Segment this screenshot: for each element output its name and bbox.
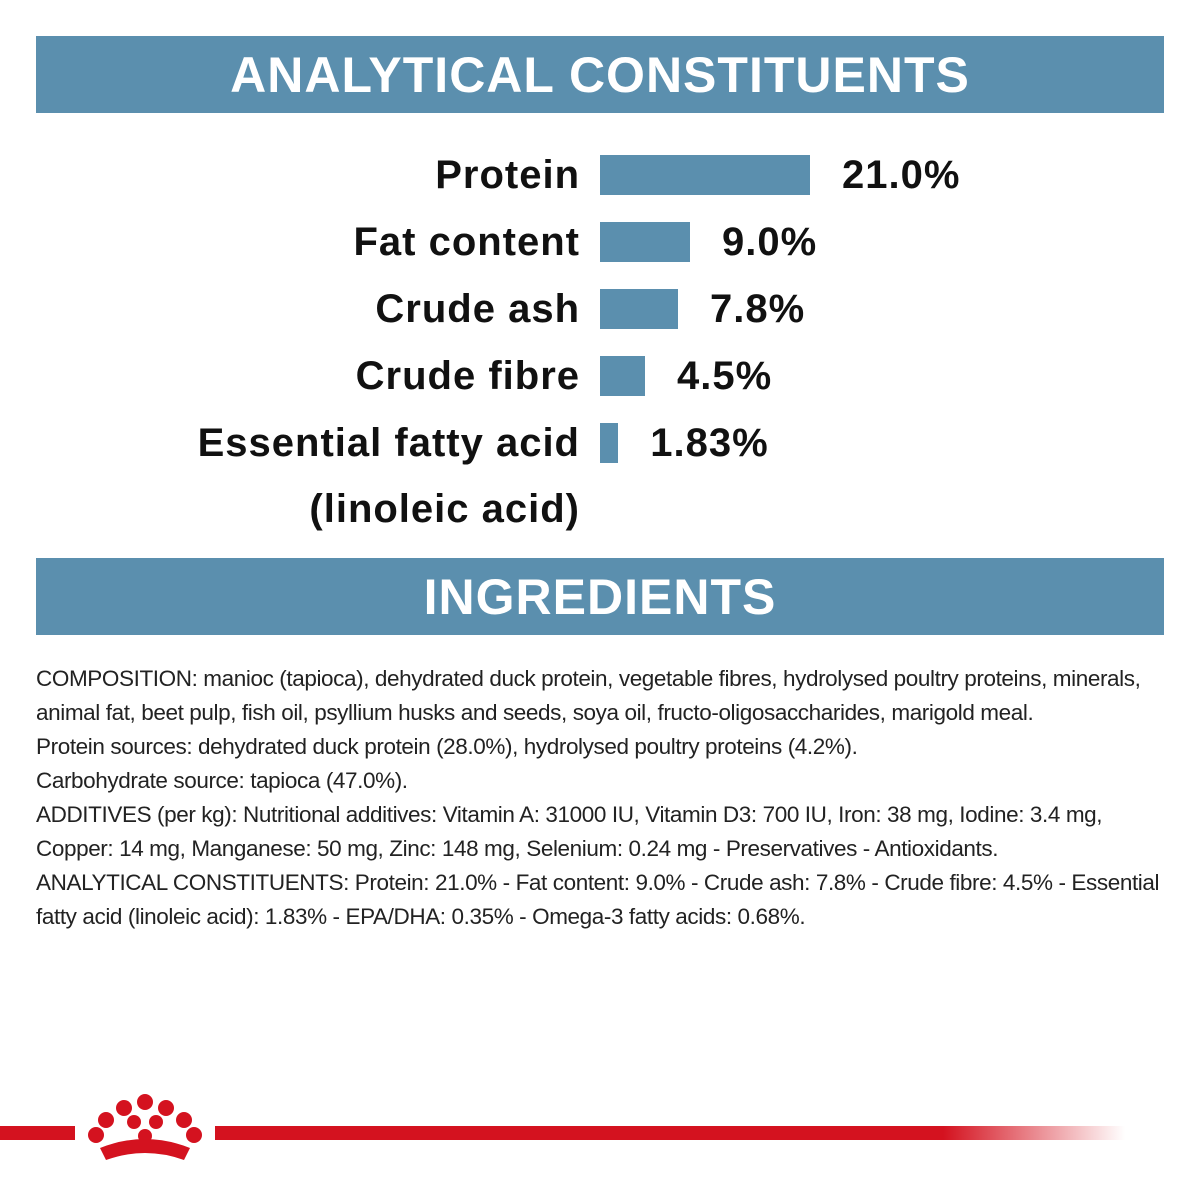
bar bbox=[600, 356, 645, 396]
value-label: 4.5% bbox=[677, 354, 773, 398]
bar bbox=[600, 289, 678, 329]
ingredients-paragraph: ADDITIVES (per kg): Nutritional additive… bbox=[36, 802, 1103, 861]
category-label: Essential fatty acid (linoleic acid) bbox=[197, 421, 580, 531]
category-label: Crude ash bbox=[375, 287, 580, 331]
ingredients-paragraph: COMPOSITION: manioc (tapioca), dehydrate… bbox=[36, 666, 1141, 725]
value-label: 21.0% bbox=[842, 153, 961, 197]
ingredients-paragraph: Carbohydrate source: tapioca (47.0%). bbox=[36, 768, 408, 793]
brand-footer bbox=[0, 1094, 1125, 1160]
value-label: 9.0% bbox=[722, 220, 818, 264]
crown-logo bbox=[88, 1094, 202, 1160]
bar bbox=[600, 423, 619, 463]
value-label: 7.8% bbox=[710, 287, 806, 331]
category-label: Protein bbox=[435, 153, 580, 197]
ingredients-paragraph: Protein sources: dehydrated duck protein… bbox=[36, 734, 858, 759]
category-label: Fat content bbox=[353, 220, 580, 264]
section-header: INGREDIENTS bbox=[36, 558, 1164, 635]
ingredients-text: COMPOSITION: manioc (tapioca), dehydrate… bbox=[36, 662, 1166, 934]
value-label: 1.83% bbox=[650, 421, 769, 465]
bar bbox=[600, 155, 810, 195]
footer-line bbox=[215, 1126, 1125, 1140]
footer-line bbox=[0, 1126, 75, 1140]
category-label: Crude fibre bbox=[355, 354, 580, 398]
section-header: ANALYTICAL CONSTITUENTS bbox=[36, 36, 1164, 113]
bar bbox=[600, 222, 690, 262]
ingredients-paragraph: ANALYTICAL CONSTITUENTS: Protein: 21.0% … bbox=[36, 870, 1160, 929]
